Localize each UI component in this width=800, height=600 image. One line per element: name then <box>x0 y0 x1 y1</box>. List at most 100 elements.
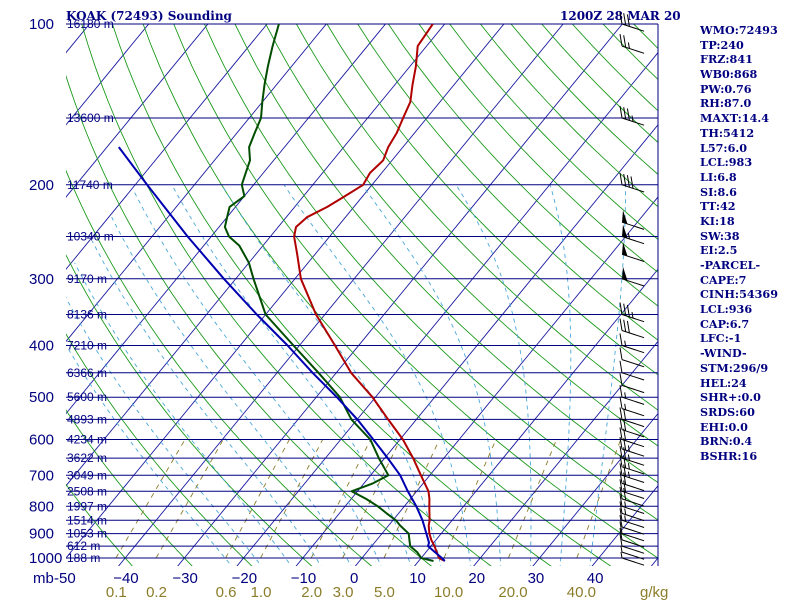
wind-barb <box>619 360 645 381</box>
moist-adiabat-line <box>171 184 412 566</box>
index-item: CINH:54369 <box>700 287 778 302</box>
pressure-tick-label: 600 <box>29 432 54 449</box>
temperature-profile-line <box>293 24 446 562</box>
height-label: 2508 m <box>67 484 107 498</box>
temperature-tick-label: −20 <box>232 570 257 587</box>
pressure-tick-label: 300 <box>29 271 54 288</box>
wind-barb <box>619 486 645 507</box>
temperature-tick-label: 40 <box>587 570 604 587</box>
height-label: 3622 m <box>67 451 107 465</box>
index-item: BRN:0.4 <box>700 434 753 449</box>
index-item: -PARCEL- <box>700 258 761 272</box>
height-label: 3049 m <box>67 468 107 482</box>
mixing-ratio-tick-label: 1.0 <box>251 584 272 600</box>
dry-adiabat-line <box>111 24 552 566</box>
isobars <box>66 23 658 559</box>
dry-adiabat-line <box>66 483 133 566</box>
index-item: BSHR:16 <box>700 448 758 463</box>
temperature-tick-label: 10 <box>409 570 426 587</box>
wind-barb <box>621 242 645 262</box>
wind-barb <box>619 172 645 193</box>
index-item: -WIND- <box>700 346 747 361</box>
dry-adiabat-line <box>66 254 313 566</box>
mixing-ratio-line <box>507 439 557 559</box>
wind-barb <box>619 463 645 483</box>
height-label: 6366 m <box>67 366 107 380</box>
index-item: CAPE:7 <box>700 272 747 287</box>
pressure-tick-label: 800 <box>29 498 54 515</box>
dry-adiabat-line <box>66 409 193 566</box>
isotherm-line <box>295 124 658 566</box>
index-item: SI:8.6 <box>700 184 737 199</box>
wind-barb <box>620 546 645 560</box>
height-label: 188 m <box>67 551 100 565</box>
index-item: L57:6.0 <box>700 140 748 155</box>
index-item: CAP:6.7 <box>700 316 750 331</box>
parcel-profile-line <box>118 146 446 562</box>
temperature-tick-label: −40 <box>113 570 138 587</box>
sounding-title: KOAK (72493) Sounding <box>66 9 232 23</box>
height-label: 4893 m <box>67 412 107 426</box>
mixing-ratio-line <box>225 439 290 559</box>
pressure-tick-label: 900 <box>29 526 54 543</box>
index-item: TP:240 <box>700 37 744 52</box>
isotherm-line <box>414 268 658 566</box>
index-item: EHI:0.0 <box>700 419 748 434</box>
index-item: LFC:-1 <box>700 331 742 346</box>
index-item: RH:87.0 <box>700 96 752 111</box>
index-item: SRDS:60 <box>700 404 755 419</box>
wind-barb <box>619 471 645 492</box>
height-label: 8136 m <box>67 308 107 322</box>
dewpoint-profile-line <box>223 24 434 562</box>
moist-adiabat-line <box>549 184 572 566</box>
moist-adiabat-line <box>283 184 472 566</box>
isotherm-line <box>66 24 209 198</box>
wind-barb <box>619 333 645 354</box>
dry-adiabat-line <box>203 24 658 521</box>
mixing-ratio-tick-label: 3.0 <box>333 584 354 600</box>
mixing-ratio-tick-label: 20.0 <box>498 584 527 600</box>
wind-barb <box>619 11 645 32</box>
height-label: 11740 m <box>67 178 113 192</box>
temperature-tick-label: 20 <box>468 570 485 587</box>
height-label: 16180 m <box>67 17 114 31</box>
sounding-indices: WMO:72493 TP:240 FRZ:841 WB0:868 PW:0.76 RH:8… <box>700 23 778 464</box>
mixing-ratio-line <box>443 439 497 559</box>
wind-barb <box>619 514 645 535</box>
index-item: SW:38 <box>700 228 740 243</box>
wind-barb <box>620 551 645 566</box>
moist-adiabat-line <box>66 296 262 566</box>
wind-barb <box>619 373 645 394</box>
isotherm-line <box>473 340 658 566</box>
height-label: 10340 m <box>67 230 114 244</box>
wind-barb <box>621 224 645 245</box>
wind-barbs <box>619 11 645 566</box>
index-item: LI:6.8 <box>700 169 737 184</box>
isotherm-line <box>66 24 150 126</box>
wind-barb <box>619 534 645 554</box>
index-item: SHR+:0.0 <box>700 390 761 405</box>
height-label: 7210 m <box>67 339 107 353</box>
isotherm-line <box>236 51 658 566</box>
height-label: 1997 m <box>67 499 107 513</box>
mixing-ratio-tick-label: 0.1 <box>106 584 127 600</box>
moist-adiabat-line <box>111 216 352 566</box>
height-label: 612 m <box>67 539 100 553</box>
index-item: TH:5412 <box>700 125 755 140</box>
wind-barb <box>619 521 645 542</box>
moist-adiabat-line <box>91 240 322 566</box>
wind-barb <box>619 407 645 428</box>
pressure-tick-label: 1000 <box>29 550 62 567</box>
pressure-tick-label: 700 <box>29 467 54 484</box>
wind-barb <box>619 105 645 126</box>
isotherm-line <box>66 24 268 270</box>
mixing-ratio-unit: g/kg <box>640 584 668 600</box>
index-item: LCL:936 <box>700 302 753 317</box>
mixing-ratio-line <box>115 439 186 559</box>
mixing-ratio-tick-label: 0.6 <box>216 584 237 600</box>
wind-barb <box>619 527 645 548</box>
index-item: FRZ:841 <box>700 52 753 67</box>
moist-adiabat-line <box>361 184 502 566</box>
dry-adiabat-line <box>142 24 612 566</box>
index-item: EI:2.5 <box>700 243 738 258</box>
